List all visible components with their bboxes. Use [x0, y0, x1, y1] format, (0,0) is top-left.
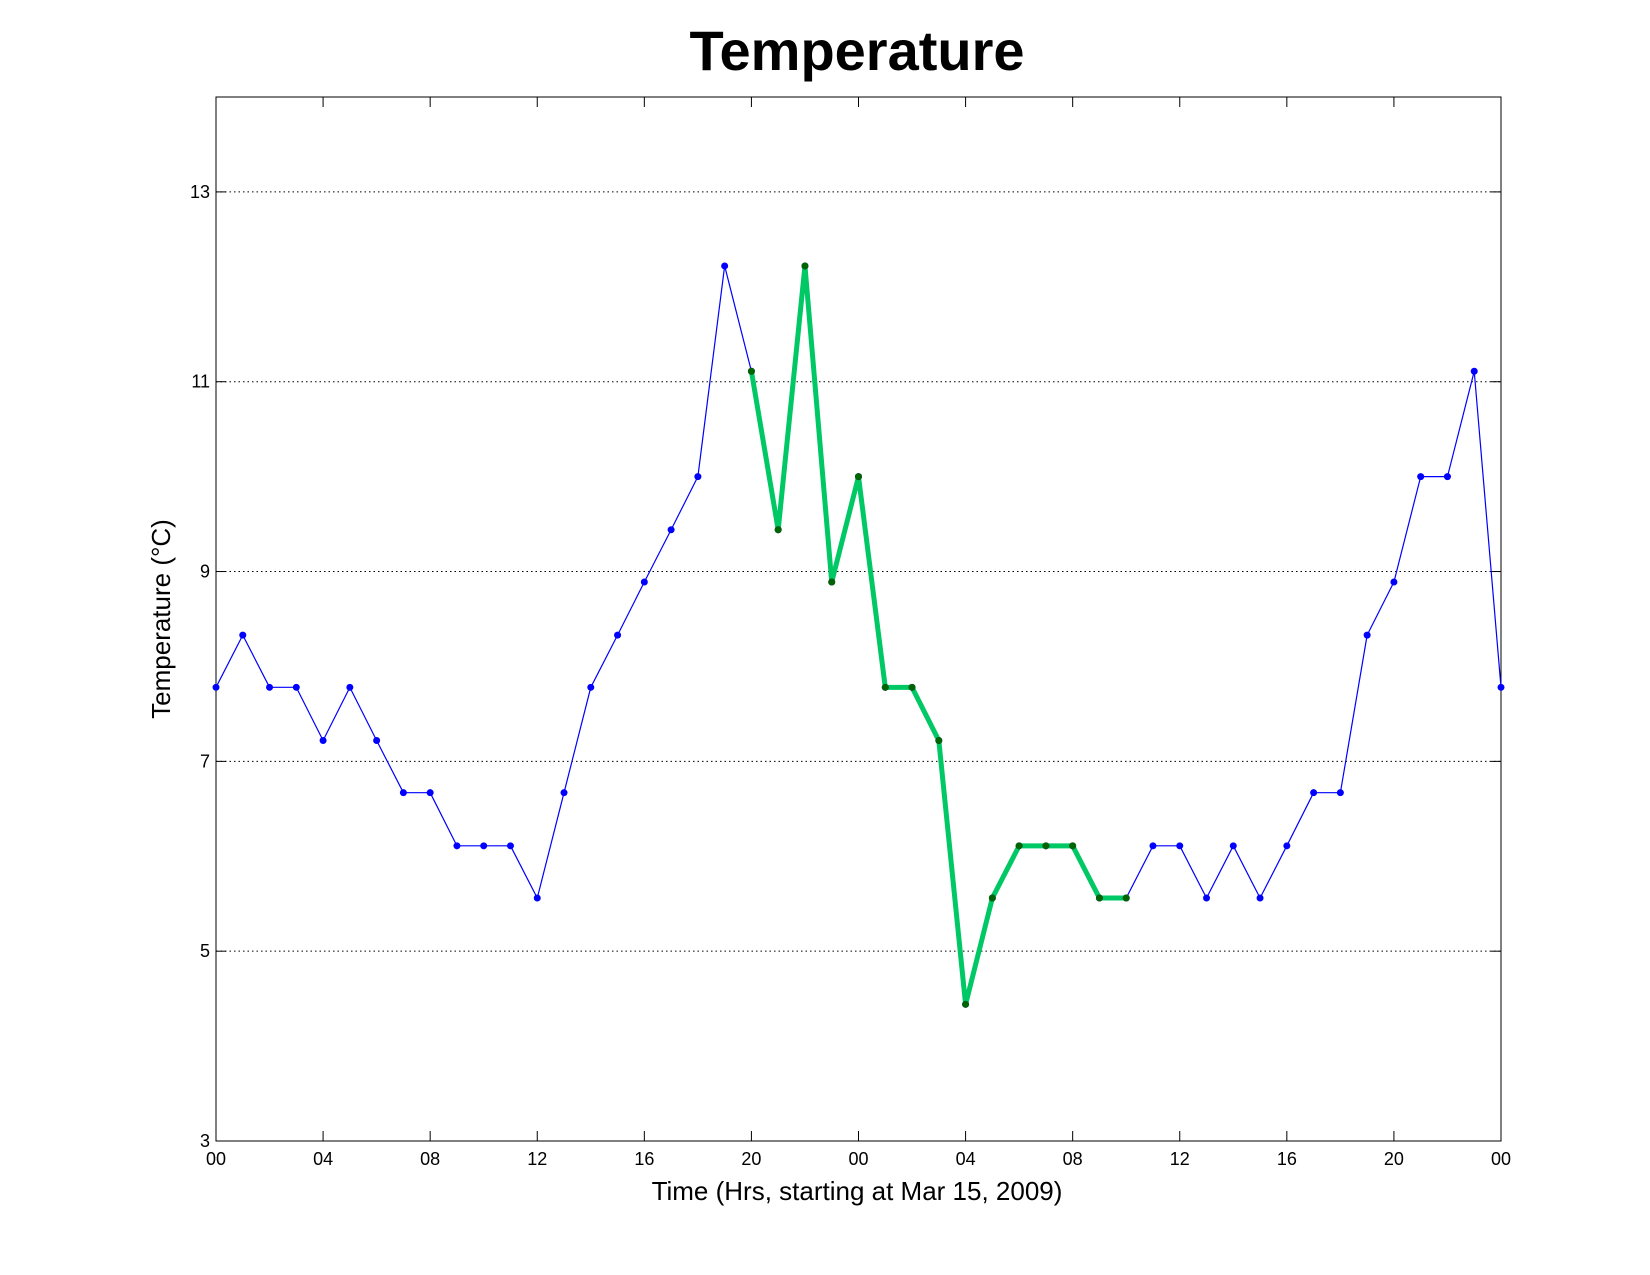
- data-point: [1283, 842, 1291, 850]
- data-point: [239, 631, 247, 639]
- data-point: [346, 683, 354, 691]
- x-tick-label: 20: [741, 1149, 761, 1169]
- data-point: [399, 789, 407, 797]
- x-axis-ticks: 00 04 08 12 16 20 00 04 08 12 16 20 00: [206, 97, 1511, 1169]
- data-point: [1443, 473, 1451, 481]
- data-point: [426, 789, 434, 797]
- data-point: [453, 842, 461, 850]
- y-tick-label: 9: [200, 562, 210, 582]
- data-point: [908, 683, 916, 691]
- data-point: [721, 262, 729, 270]
- data-point: [614, 631, 622, 639]
- grid-lines: [216, 191, 1501, 952]
- x-tick-label: 04: [956, 1149, 976, 1169]
- data-points: [212, 262, 1505, 1008]
- data-point: [373, 736, 381, 744]
- y-axis-label: Temperature (°C): [146, 519, 176, 719]
- data-point: [667, 526, 675, 534]
- data-point: [266, 683, 274, 691]
- data-point: [1122, 894, 1130, 902]
- data-point: [292, 683, 300, 691]
- x-tick-label: 08: [1063, 1149, 1083, 1169]
- chart-title: Temperature: [689, 19, 1024, 82]
- data-point: [774, 526, 782, 534]
- data-point: [1497, 683, 1505, 691]
- data-point: [640, 578, 648, 586]
- data-point: [694, 473, 702, 481]
- x-tick-label: 00: [206, 1149, 226, 1169]
- x-tick-label: 04: [313, 1149, 333, 1169]
- series-line: [748, 263, 1127, 1007]
- data-point: [1203, 894, 1211, 902]
- x-tick-label: 16: [1277, 1149, 1297, 1169]
- series-line: [215, 265, 1502, 1005]
- y-tick-label: 13: [190, 182, 210, 202]
- x-axis-label: Time (Hrs, starting at Mar 15, 2009): [652, 1176, 1063, 1206]
- x-tick-label: 16: [634, 1149, 654, 1169]
- data-point: [1310, 789, 1318, 797]
- series-lines: [215, 263, 1502, 1007]
- x-tick-label: 00: [848, 1149, 868, 1169]
- data-point: [962, 1000, 970, 1008]
- x-tick-label: 20: [1384, 1149, 1404, 1169]
- data-point: [1390, 578, 1398, 586]
- data-point: [1149, 842, 1157, 850]
- data-point: [747, 367, 755, 375]
- data-point: [1015, 842, 1023, 850]
- data-point: [560, 789, 568, 797]
- data-point: [881, 683, 889, 691]
- data-point: [828, 578, 836, 586]
- plot-area-frame: [215, 96, 1502, 1142]
- data-point: [533, 894, 541, 902]
- data-point: [319, 736, 327, 744]
- x-tick-label: 12: [1170, 1149, 1190, 1169]
- x-tick-label: 00: [1491, 1149, 1511, 1169]
- y-tick-label: 3: [200, 1131, 210, 1151]
- x-tick-label: 08: [420, 1149, 440, 1169]
- data-point: [1336, 789, 1344, 797]
- y-tick-label: 11: [191, 372, 210, 392]
- data-point: [801, 262, 809, 270]
- y-tick-label: 7: [200, 751, 210, 771]
- y-axis-ticks: 3 5 7 9 11 13: [190, 182, 1501, 1151]
- data-point: [1176, 842, 1184, 850]
- data-point: [855, 473, 862, 481]
- data-point: [1069, 842, 1077, 850]
- data-point: [1417, 473, 1425, 481]
- data-point: [935, 736, 943, 744]
- data-point: [1256, 894, 1264, 902]
- data-point: [1363, 631, 1371, 639]
- data-point: [1470, 367, 1478, 375]
- data-point: [480, 842, 488, 850]
- data-point: [1042, 842, 1050, 850]
- data-point: [212, 683, 220, 691]
- data-point: [506, 842, 514, 850]
- data-point: [587, 683, 595, 691]
- data-point: [1095, 894, 1103, 902]
- data-point: [1229, 842, 1237, 850]
- y-tick-label: 5: [200, 941, 210, 961]
- x-tick-label: 12: [527, 1149, 547, 1169]
- data-point: [988, 894, 996, 902]
